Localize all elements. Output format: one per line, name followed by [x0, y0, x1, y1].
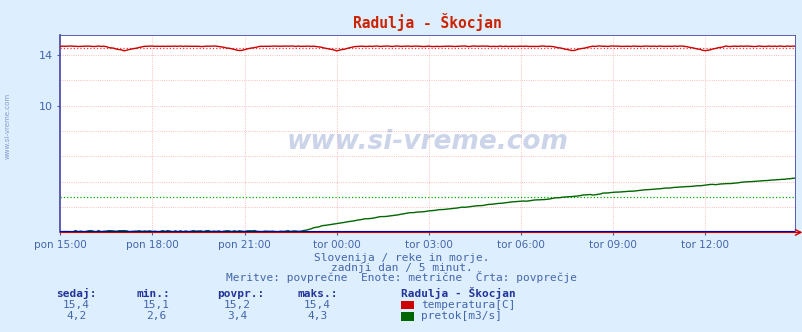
Text: pretok[m3/s]: pretok[m3/s] — [420, 311, 501, 321]
Text: 4,3: 4,3 — [306, 311, 327, 321]
Text: 4,2: 4,2 — [66, 311, 87, 321]
Text: 15,2: 15,2 — [223, 300, 250, 310]
Title: Radulja - Škocjan: Radulja - Škocjan — [353, 13, 501, 31]
Text: www.si-vreme.com: www.si-vreme.com — [286, 128, 568, 154]
Text: maks.:: maks.: — [297, 289, 337, 299]
Text: 3,4: 3,4 — [226, 311, 247, 321]
Text: zadnji dan / 5 minut.: zadnji dan / 5 minut. — [330, 263, 472, 273]
Text: 15,1: 15,1 — [143, 300, 170, 310]
Text: Slovenija / reke in morje.: Slovenija / reke in morje. — [314, 253, 488, 263]
Text: Meritve: povprečne  Enote: metrične  Črta: povprečje: Meritve: povprečne Enote: metrične Črta:… — [225, 271, 577, 283]
Text: povpr.:: povpr.: — [217, 289, 264, 299]
Text: temperatura[C]: temperatura[C] — [420, 300, 515, 310]
Text: 15,4: 15,4 — [63, 300, 90, 310]
Text: min.:: min.: — [136, 289, 170, 299]
Text: sedaj:: sedaj: — [56, 288, 96, 299]
Text: www.si-vreme.com: www.si-vreme.com — [5, 93, 11, 159]
Text: 2,6: 2,6 — [146, 311, 167, 321]
Text: Radulja - Škocjan: Radulja - Škocjan — [401, 287, 516, 299]
Text: 15,4: 15,4 — [303, 300, 330, 310]
